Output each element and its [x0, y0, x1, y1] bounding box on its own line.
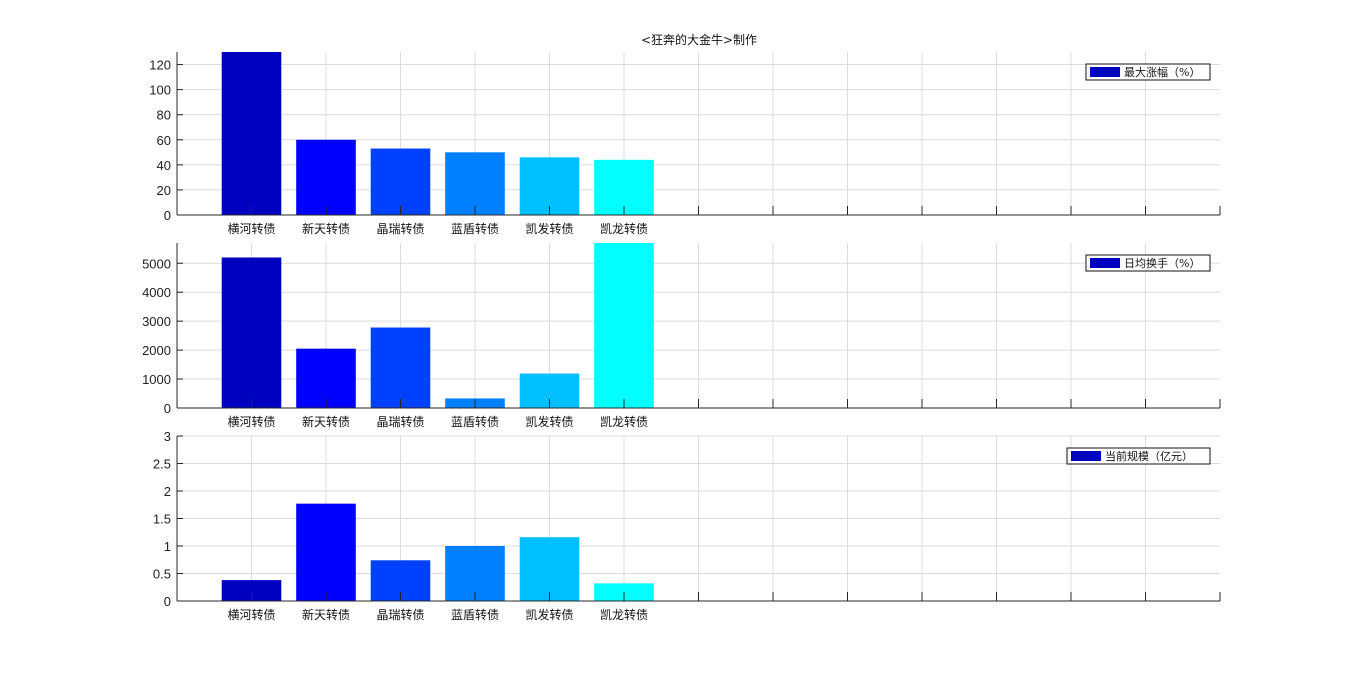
figure-title: <狂奔的大金牛>制作: [641, 32, 757, 47]
bar-3-1: [221, 580, 282, 601]
bar-1-2: [296, 139, 356, 215]
y-tick-label: 60: [157, 133, 171, 148]
x-tick-label: 凯发转债: [525, 414, 573, 429]
y-tick-label: 2000: [142, 343, 171, 358]
legend-label: 日均换手（%）: [1124, 256, 1200, 270]
y-tick-label: 2: [164, 484, 171, 499]
x-tick-label: 晶瑞转债: [376, 607, 424, 622]
bar-2-3: [370, 327, 431, 408]
y-tick-label: 0: [164, 208, 171, 223]
y-tick-label: 3000: [142, 314, 171, 329]
legend-swatch: [1071, 451, 1101, 461]
x-tick-label: 横河转债: [227, 221, 275, 236]
x-tick-label: 新天转债: [302, 414, 350, 429]
x-tick-label: 凯发转债: [525, 221, 573, 236]
bar-2-6: [594, 243, 654, 408]
y-tick-label: 120: [149, 58, 171, 73]
bar-2-1: [221, 257, 282, 408]
legend-swatch: [1090, 258, 1120, 268]
bar-3-4: [445, 546, 505, 601]
y-tick-label: 1000: [142, 372, 171, 387]
legend: 当前规模（亿元）: [1066, 447, 1211, 465]
y-tick-label: 1.5: [153, 512, 171, 527]
x-tick-label: 新天转债: [302, 221, 350, 236]
bar-1-5: [519, 157, 580, 215]
y-tick-label: 0.5: [153, 567, 171, 582]
y-tick-label: 2.5: [153, 457, 171, 472]
x-tick-label: 蓝盾转债: [451, 414, 499, 429]
x-tick-label: 蓝盾转债: [451, 221, 499, 236]
y-tick-label: 100: [149, 83, 171, 98]
y-tick-label: 20: [157, 183, 171, 198]
bar-1-3: [370, 148, 431, 215]
x-tick-label: 晶瑞转债: [376, 221, 424, 236]
subplot-2: 横河转债 新天转债 晶瑞转债 蓝盾转债 凯发转债 凯龙转债 0 1000 2000 3000 400…: [142, 243, 1221, 429]
legend-label: 最大涨幅（%）: [1124, 65, 1200, 79]
subplot-3: 横河转债 新天转债 晶瑞转债 蓝盾转债 凯发转债 凯龙转债 0 0.5 1 1.5 2 2.5 3 当前规…: [153, 429, 1221, 622]
x-tick-label: 横河转债: [227, 414, 275, 429]
bar-1-6: [594, 159, 654, 215]
bar-1-1: [221, 52, 282, 215]
bar-3-5: [519, 537, 580, 601]
x-tick-label: 晶瑞转债: [376, 414, 424, 429]
x-tick-label: 横河转债: [227, 607, 275, 622]
x-tick-label: 凯龙转债: [600, 607, 648, 622]
y-tick-label: 5000: [142, 256, 171, 271]
x-tick-label: 凯龙转债: [600, 221, 648, 236]
legend-swatch: [1090, 67, 1120, 77]
y-tick-label: 3: [164, 429, 171, 444]
subplot-1: 横河转债 新天转债 晶瑞转债 蓝盾转债 凯发转债 凯龙转债 0 20 40 60 80 100 120 最…: [149, 52, 1221, 236]
legend-label: 当前规模（亿元）: [1105, 449, 1193, 463]
y-tick-label: 0: [164, 401, 171, 416]
legend: 最大涨幅（%）: [1085, 63, 1211, 81]
y-tick-label: 40: [157, 158, 171, 173]
legend: 日均换手（%）: [1085, 254, 1211, 272]
x-tick-label: 凯发转债: [525, 607, 573, 622]
x-tick-label: 新天转债: [302, 607, 350, 622]
x-tick-label: 凯龙转债: [600, 414, 648, 429]
bar-2-2: [296, 348, 356, 408]
y-tick-label: 4000: [142, 285, 171, 300]
y-tick-label: 1: [164, 539, 171, 554]
legend-box: [1066, 447, 1211, 465]
bar-3-2: [296, 503, 356, 601]
y-tick-label: 80: [157, 108, 171, 123]
x-tick-label: 蓝盾转债: [451, 607, 499, 622]
bar-1-4: [445, 152, 505, 215]
y-tick-label: 0: [164, 594, 171, 609]
